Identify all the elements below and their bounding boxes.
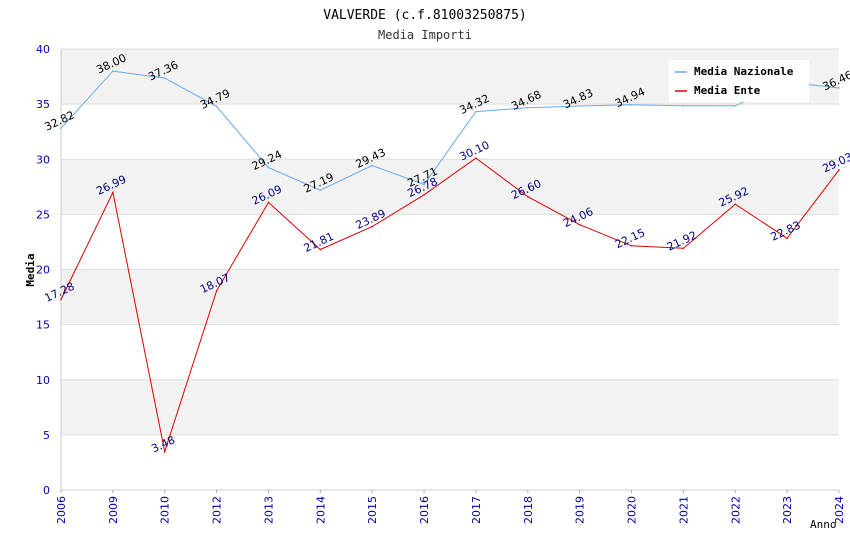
- data-point: [319, 189, 322, 192]
- data-point: [578, 223, 581, 226]
- data-point: [319, 248, 322, 251]
- data-point: [475, 110, 477, 113]
- series-line-1: [60, 157, 840, 454]
- x-tick-label: 2014: [314, 496, 327, 524]
- data-point: [60, 127, 62, 129]
- data-label: 21.92: [665, 229, 699, 254]
- x-tick-label: 2024: [833, 496, 846, 524]
- background-band: [61, 159, 839, 215]
- series-line-0: [60, 70, 840, 191]
- x-axis-label: Anno: [810, 518, 837, 531]
- x-tick-label: 2020: [626, 496, 639, 524]
- data-point: [423, 183, 425, 186]
- data-point: [578, 105, 581, 107]
- data-point: [60, 298, 62, 301]
- data-point: [423, 193, 425, 196]
- data-point: [630, 244, 633, 247]
- data-point: [682, 247, 685, 250]
- data-point: [163, 77, 166, 79]
- background-band: [61, 379, 839, 435]
- x-tick-label: 2015: [366, 496, 379, 524]
- data-point: [682, 104, 685, 107]
- background-band: [61, 269, 839, 325]
- chart-subtitle: Media Importi: [378, 28, 472, 42]
- y-tick-label: 30: [36, 153, 50, 166]
- data-label: 22.15: [613, 226, 647, 251]
- chart-title: VALVERDE (c.f.81003250875): [323, 8, 527, 23]
- data-point: [371, 225, 374, 228]
- legend-label-ente: Media Ente: [694, 84, 761, 97]
- y-tick-label: 15: [36, 319, 50, 332]
- gridlines: [61, 48, 839, 491]
- data-point: [527, 106, 529, 109]
- legend: Media Nazionale Media Ente: [669, 60, 809, 102]
- x-tick-label: 2010: [159, 496, 172, 524]
- x-tick-label: 2006: [55, 496, 68, 524]
- data-point: [475, 157, 477, 159]
- data-point: [267, 201, 270, 204]
- y-tick-label: 40: [36, 43, 50, 56]
- y-tick-label: 25: [36, 208, 50, 221]
- legend-label-nazionale: Media Nazionale: [694, 65, 794, 78]
- legend-box: [669, 60, 809, 102]
- series-lines: [60, 70, 840, 454]
- data-point: [371, 164, 374, 167]
- y-axis-label: Media: [24, 253, 37, 286]
- x-tick-label: 2021: [677, 496, 690, 524]
- x-tick-label: 2012: [211, 496, 224, 524]
- data-point: [734, 203, 737, 206]
- data-point: [163, 450, 166, 453]
- data-point: [786, 237, 788, 240]
- x-tick-label: 2016: [418, 496, 431, 524]
- y-tick-label: 35: [36, 98, 50, 111]
- x-tick-label: 2022: [729, 496, 742, 524]
- axes: 0 5 10 15 20 25 30 35 40 2006 2009 2010 2012 2013 2014…: [36, 43, 846, 524]
- data-point: [838, 87, 840, 89]
- x-tick-label: 2017: [470, 496, 483, 524]
- x-tick-label: 2019: [574, 496, 587, 524]
- data-point: [112, 191, 114, 194]
- data-point: [838, 169, 840, 171]
- data-point: [215, 105, 218, 108]
- data-point: [112, 70, 114, 72]
- data-point: [267, 166, 270, 169]
- data-label: 32.82: [42, 108, 76, 133]
- data-label: 22.83: [769, 219, 803, 244]
- x-tick-label: 2018: [522, 496, 535, 524]
- x-tick-label: 2009: [107, 496, 120, 524]
- data-point: [734, 104, 737, 107]
- data-point: [527, 195, 529, 198]
- y-tick-label: 5: [43, 429, 50, 442]
- x-tick-label: 2023: [781, 496, 794, 524]
- data-point: [630, 103, 633, 106]
- y-tick-label: 20: [36, 264, 50, 277]
- data-label: 3.48: [149, 433, 177, 455]
- y-tick-label: 0: [43, 484, 50, 497]
- y-tick-label: 10: [36, 374, 50, 387]
- data-label: 21.81: [302, 230, 336, 255]
- background-bands: [61, 49, 839, 435]
- data-point: [215, 289, 218, 292]
- x-tick-label: 2013: [262, 496, 275, 524]
